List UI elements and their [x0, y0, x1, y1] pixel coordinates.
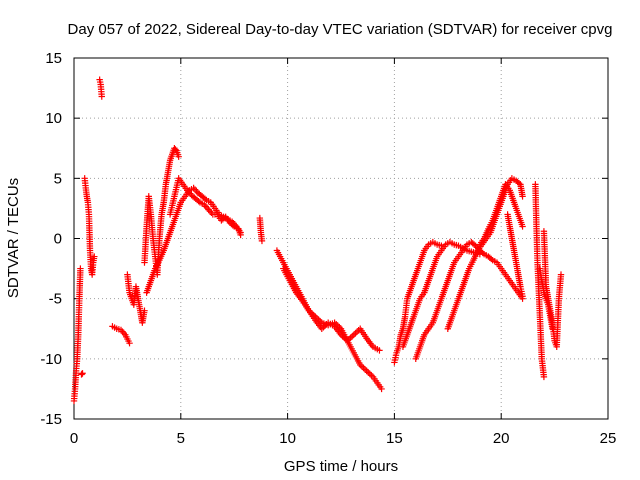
x-tick-label: 0 — [70, 430, 78, 447]
data-point — [557, 271, 565, 278]
data-point — [350, 331, 358, 338]
data-point — [172, 146, 179, 153]
data-point — [361, 366, 369, 373]
data-point — [376, 347, 383, 354]
data-point — [479, 249, 486, 257]
data-point — [470, 241, 478, 248]
y-tick-label: -15 — [40, 411, 62, 428]
data-point — [141, 307, 148, 314]
data-point — [519, 193, 526, 200]
data-point — [349, 333, 356, 340]
y-tick-label: 0 — [54, 231, 62, 248]
data-point — [79, 370, 86, 377]
chart-title: Day 057 of 2022, Sidereal Day-to-day VTE… — [68, 21, 613, 38]
y-axis-ticks: -15 -10 -5 0 5 10 15 — [40, 50, 608, 428]
data-point — [352, 330, 359, 337]
data-points — [70, 76, 565, 405]
data-point — [365, 369, 372, 376]
x-axis-ticks: 0 5 10 15 20 25 — [70, 58, 617, 447]
data-point — [191, 186, 199, 193]
data-point — [77, 265, 84, 272]
data-point — [175, 153, 182, 160]
data-point — [126, 339, 133, 347]
y-tick-label: 15 — [45, 50, 62, 67]
data-point — [98, 93, 105, 100]
x-tick-label: 10 — [279, 430, 296, 447]
data-point — [221, 214, 228, 222]
data-point — [91, 253, 98, 260]
y-tick-label: 10 — [45, 110, 62, 127]
data-point — [258, 237, 266, 245]
data-point — [203, 204, 211, 212]
x-tick-label: 20 — [493, 430, 510, 447]
data-point — [229, 222, 236, 229]
data-point — [360, 364, 367, 372]
data-point — [366, 370, 374, 378]
data-point — [368, 372, 375, 379]
grid-lines — [74, 58, 608, 419]
y-tick-label: -5 — [49, 291, 62, 308]
data-point — [195, 197, 202, 205]
data-point — [549, 325, 556, 332]
data-point — [515, 179, 523, 187]
data-point — [488, 255, 495, 263]
data-point — [519, 293, 526, 300]
data-point — [363, 367, 370, 375]
data-point — [519, 223, 526, 230]
data-point — [353, 328, 361, 335]
data-point — [205, 206, 212, 213]
y-axis-label: SDTVAR / TECUs — [5, 178, 22, 298]
data-point — [201, 195, 209, 202]
y-tick-label: 5 — [54, 170, 62, 187]
data-point — [237, 231, 244, 239]
x-tick-label: 25 — [600, 430, 617, 447]
x-tick-label: 15 — [386, 430, 403, 447]
data-point — [378, 385, 385, 393]
y-tick-label: -10 — [40, 351, 62, 368]
x-tick-label: 5 — [177, 430, 185, 447]
data-point — [540, 373, 548, 381]
x-axis-label: GPS time / hours — [284, 458, 398, 475]
